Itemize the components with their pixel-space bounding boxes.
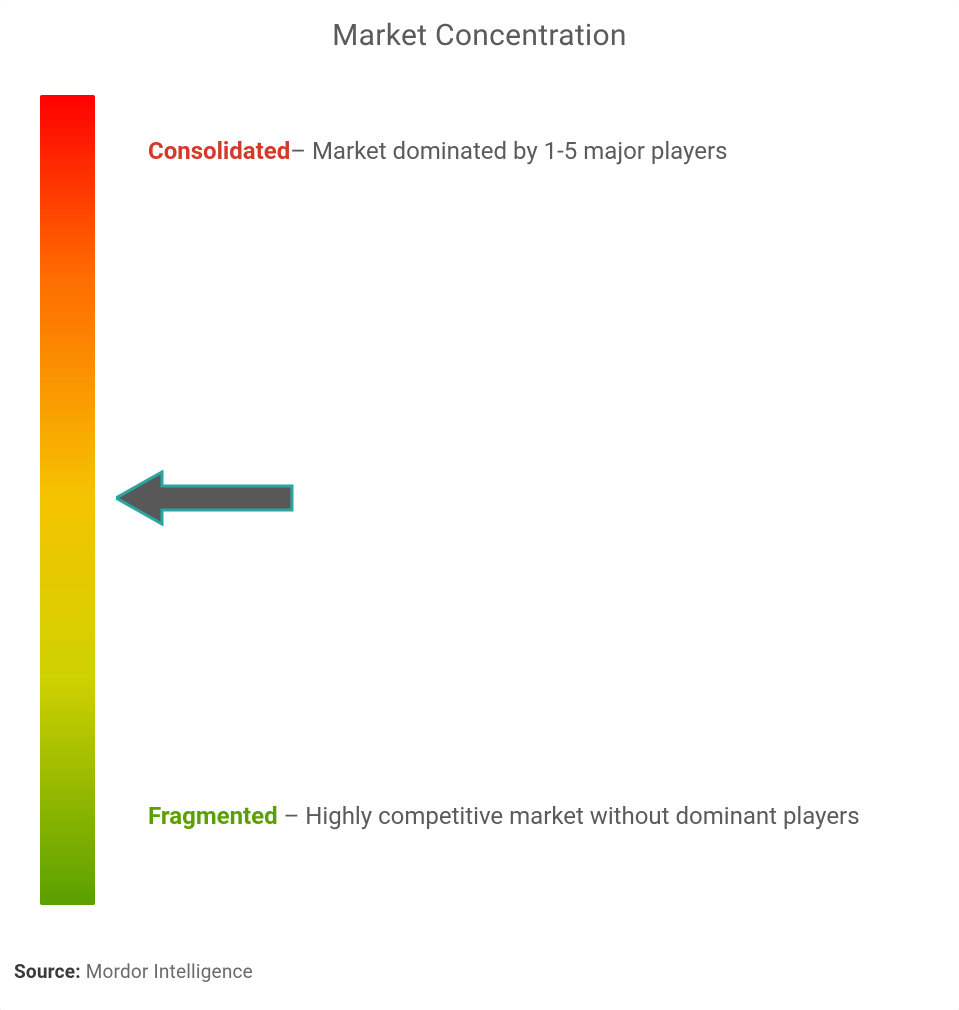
position-indicator-arrow bbox=[116, 470, 294, 526]
concentration-gradient-bar bbox=[40, 95, 95, 905]
chart-title: Market Concentration bbox=[0, 18, 959, 53]
source-attribution: Source: Mordor Intelligence bbox=[14, 960, 253, 983]
consolidated-keyword: Consolidated bbox=[148, 137, 290, 165]
arrow-left-icon bbox=[116, 470, 294, 526]
consolidated-description: – Market dominated by 1-5 major players bbox=[290, 137, 727, 165]
infographic-card: Market Concentration Consolidated– Marke… bbox=[0, 0, 959, 1010]
source-label: Source: bbox=[14, 960, 81, 983]
fragmented-keyword: Fragmented bbox=[148, 802, 278, 830]
source-value: Mordor Intelligence bbox=[86, 960, 253, 983]
fragmented-description: – Highly competitive market without domi… bbox=[278, 802, 860, 830]
consolidated-label: Consolidated– Market dominated by 1-5 ma… bbox=[148, 125, 728, 178]
fragmented-label: Fragmented – Highly competitive market w… bbox=[148, 790, 860, 843]
